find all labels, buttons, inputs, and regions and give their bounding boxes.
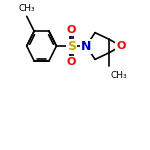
Text: N: N [81,39,91,52]
Text: S: S [67,39,76,52]
Text: O: O [67,25,76,35]
Text: CH₃: CH₃ [111,70,127,80]
Text: O: O [116,41,126,51]
Text: CH₃: CH₃ [18,4,35,13]
Text: O: O [67,57,76,67]
